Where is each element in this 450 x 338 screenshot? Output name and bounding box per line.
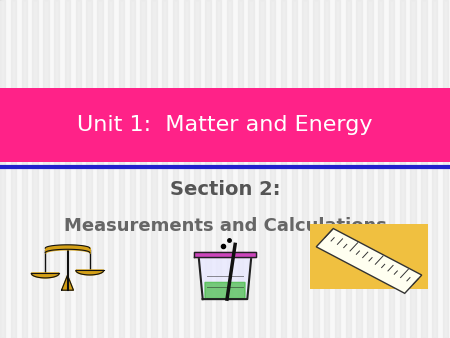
Bar — [378, 0, 383, 338]
Bar — [130, 0, 135, 338]
Bar — [11, 0, 16, 338]
Bar — [22, 0, 27, 338]
Bar — [32, 0, 38, 338]
Bar — [151, 0, 157, 338]
Bar — [119, 0, 124, 338]
Bar — [184, 0, 189, 338]
Text: Unit 1:  Matter and Energy: Unit 1: Matter and Energy — [77, 115, 373, 135]
Bar — [259, 0, 265, 338]
Bar — [421, 0, 427, 338]
Bar — [281, 0, 286, 338]
Bar — [270, 0, 275, 338]
Bar — [324, 0, 329, 338]
Bar — [400, 0, 405, 338]
Bar — [119, 0, 124, 338]
Bar — [335, 0, 340, 338]
Bar — [227, 0, 232, 338]
Bar — [227, 0, 232, 338]
Bar — [238, 0, 243, 338]
Bar — [346, 0, 351, 338]
Bar — [173, 0, 178, 338]
Bar — [11, 0, 16, 338]
Bar — [205, 0, 211, 338]
Bar — [65, 0, 70, 338]
Bar — [324, 0, 329, 338]
Bar — [378, 0, 383, 338]
Bar — [367, 0, 373, 338]
Bar — [302, 0, 308, 338]
Polygon shape — [32, 273, 59, 278]
Bar — [335, 0, 340, 338]
Bar — [310, 224, 428, 289]
Bar — [248, 0, 254, 338]
Polygon shape — [316, 228, 422, 293]
Bar — [432, 0, 437, 338]
Bar — [270, 0, 275, 338]
Bar — [356, 0, 362, 338]
Bar — [97, 0, 103, 338]
Bar — [421, 0, 427, 338]
Bar — [367, 0, 373, 338]
Polygon shape — [194, 252, 256, 257]
Bar — [22, 0, 27, 338]
Bar — [194, 0, 200, 338]
Bar — [389, 0, 394, 338]
Bar — [313, 0, 319, 338]
Bar — [410, 0, 416, 338]
Bar — [0, 0, 5, 338]
Bar — [54, 0, 59, 338]
Bar — [248, 0, 254, 338]
Bar — [130, 0, 135, 338]
Bar — [140, 0, 146, 338]
Bar — [216, 0, 221, 338]
Polygon shape — [62, 275, 73, 290]
Polygon shape — [199, 257, 251, 299]
Bar — [54, 0, 59, 338]
Bar — [238, 0, 243, 338]
Bar — [443, 0, 448, 338]
Bar — [313, 0, 319, 338]
Bar — [43, 0, 49, 338]
Bar — [205, 0, 211, 338]
Bar — [76, 0, 81, 338]
Bar — [432, 0, 437, 338]
Bar — [140, 0, 146, 338]
Bar — [86, 0, 92, 338]
Bar — [162, 0, 167, 338]
Bar — [194, 0, 200, 338]
Bar — [0, 0, 5, 338]
Bar — [0, 88, 450, 162]
Bar — [216, 0, 221, 338]
Bar — [108, 0, 113, 338]
Bar — [281, 0, 286, 338]
Bar — [410, 0, 416, 338]
Bar — [108, 0, 113, 338]
Polygon shape — [205, 283, 245, 298]
Bar — [346, 0, 351, 338]
Bar — [292, 0, 297, 338]
Bar — [32, 0, 38, 338]
Bar — [389, 0, 394, 338]
Text: Measurements and Calculations: Measurements and Calculations — [63, 217, 387, 236]
Bar — [97, 0, 103, 338]
Bar — [443, 0, 448, 338]
Bar — [184, 0, 189, 338]
Bar — [43, 0, 49, 338]
Bar — [151, 0, 157, 338]
Bar — [162, 0, 167, 338]
Bar — [76, 0, 81, 338]
Bar — [302, 0, 308, 338]
Bar — [400, 0, 405, 338]
Text: Section 2:: Section 2: — [170, 180, 280, 199]
Bar — [356, 0, 362, 338]
Bar — [292, 0, 297, 338]
Polygon shape — [76, 270, 104, 275]
Bar — [173, 0, 178, 338]
Bar — [65, 0, 70, 338]
Bar — [86, 0, 92, 338]
Bar — [259, 0, 265, 338]
